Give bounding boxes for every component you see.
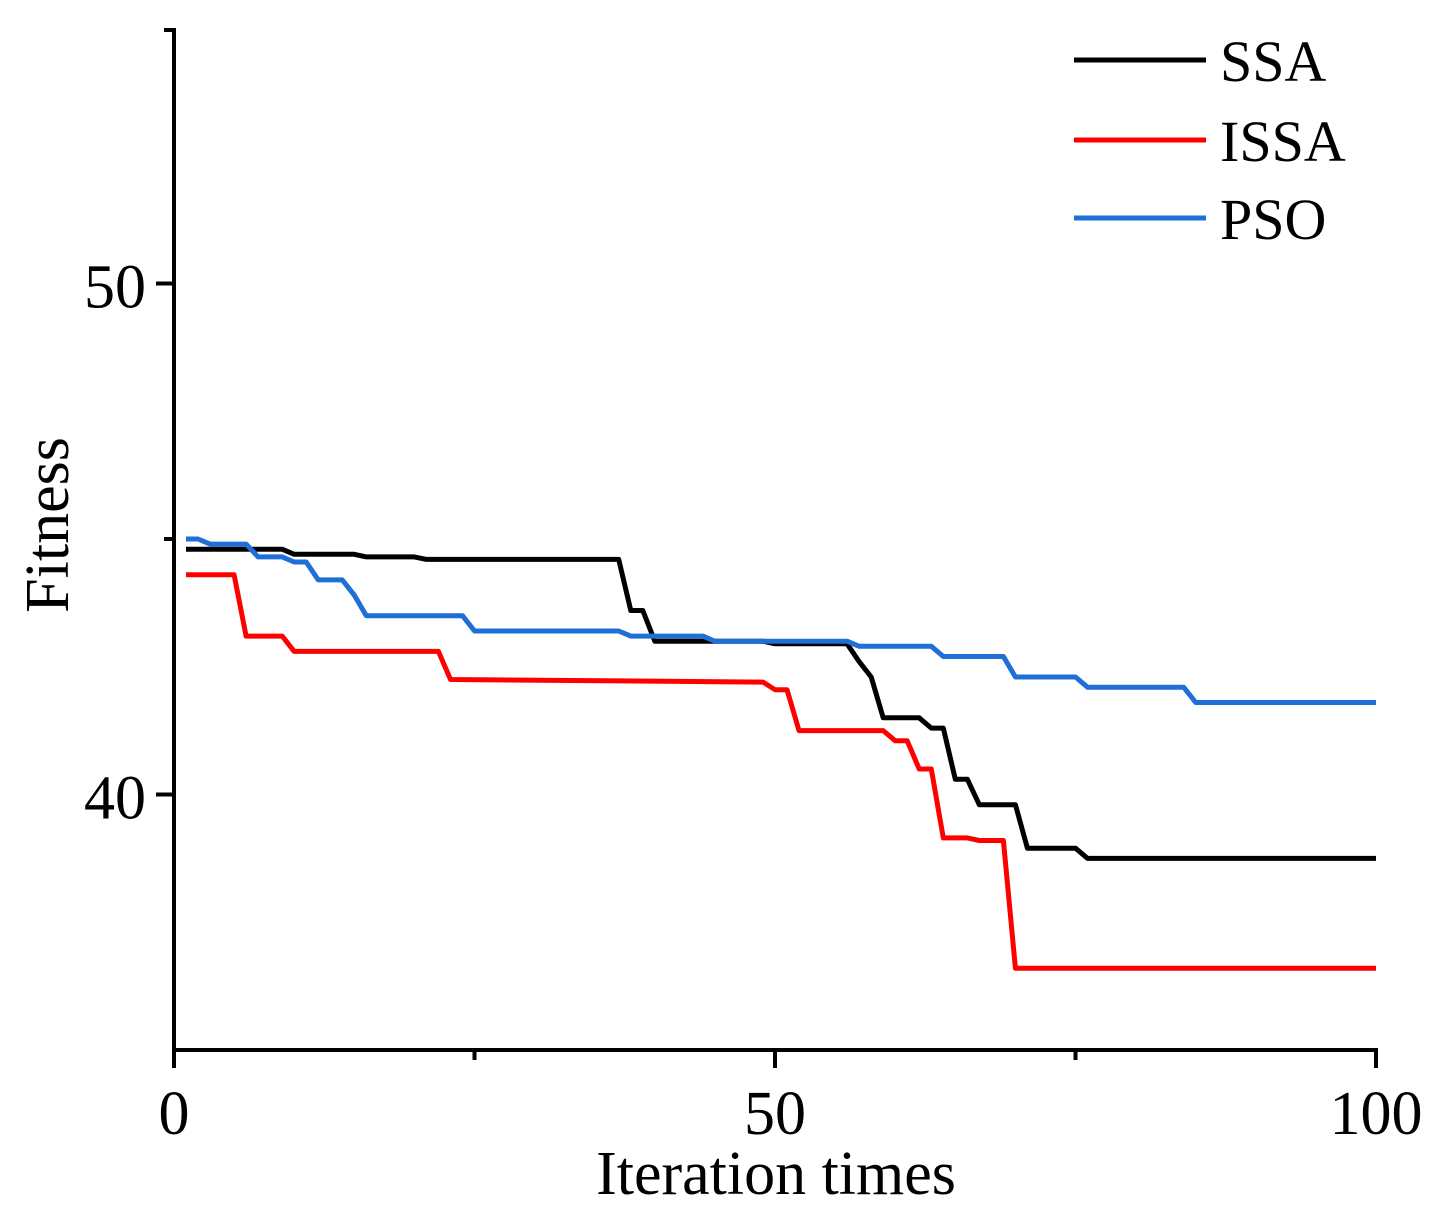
plot-area: 0 50 100 40 50 bbox=[84, 28, 1423, 1148]
legend-label-issa: ISSA bbox=[1220, 109, 1346, 174]
y-tick-label: 50 bbox=[84, 254, 146, 322]
legend-label-pso: PSO bbox=[1220, 187, 1326, 252]
series-line-issa bbox=[186, 572, 1376, 971]
legend-label-ssa: SSA bbox=[1220, 29, 1327, 94]
x-tick-label: 100 bbox=[1330, 1080, 1423, 1148]
legend: SSA ISSA PSO bbox=[1074, 29, 1346, 252]
tick-layer: 0 50 100 40 50 bbox=[84, 28, 1423, 1148]
series-line-pso bbox=[186, 536, 1376, 705]
y-axis-title: Fitness bbox=[14, 437, 82, 613]
series-line-ssa bbox=[186, 546, 1376, 861]
series-layer bbox=[186, 536, 1376, 971]
x-axis-title: Iteration times bbox=[596, 1140, 956, 1208]
y-tick-label: 40 bbox=[84, 765, 146, 833]
x-tick-label: 0 bbox=[159, 1080, 190, 1148]
x-tick-label: 50 bbox=[744, 1080, 806, 1148]
